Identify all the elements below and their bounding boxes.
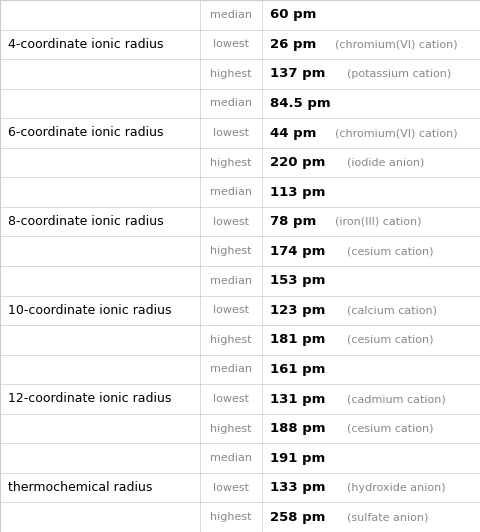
- Text: 26 pm: 26 pm: [270, 38, 316, 51]
- Text: 220 pm: 220 pm: [270, 156, 325, 169]
- Text: 153 pm: 153 pm: [270, 275, 325, 287]
- Text: thermochemical radius: thermochemical radius: [8, 481, 152, 494]
- Text: 4-coordinate ionic radius: 4-coordinate ionic radius: [8, 38, 163, 51]
- Text: 113 pm: 113 pm: [270, 186, 325, 198]
- Text: (cadmium cation): (cadmium cation): [346, 394, 444, 404]
- Text: median: median: [209, 10, 252, 20]
- Text: lowest: lowest: [213, 217, 248, 227]
- Text: (calcium cation): (calcium cation): [346, 305, 436, 315]
- Text: 181 pm: 181 pm: [270, 334, 325, 346]
- Text: 10-coordinate ionic radius: 10-coordinate ionic radius: [8, 304, 171, 317]
- Text: 12-coordinate ionic radius: 12-coordinate ionic radius: [8, 393, 171, 405]
- Text: highest: highest: [210, 246, 251, 256]
- Text: median: median: [209, 187, 252, 197]
- Text: highest: highest: [210, 335, 251, 345]
- Text: lowest: lowest: [213, 483, 248, 493]
- Text: 123 pm: 123 pm: [270, 304, 325, 317]
- Text: 174 pm: 174 pm: [270, 245, 325, 257]
- Text: (cesium cation): (cesium cation): [346, 423, 432, 434]
- Text: median: median: [209, 364, 252, 375]
- Text: (sulfate anion): (sulfate anion): [346, 512, 427, 522]
- Text: highest: highest: [210, 423, 251, 434]
- Text: 188 pm: 188 pm: [270, 422, 325, 435]
- Text: 131 pm: 131 pm: [270, 393, 325, 405]
- Text: median: median: [209, 453, 252, 463]
- Text: 258 pm: 258 pm: [270, 511, 325, 523]
- Text: 44 pm: 44 pm: [270, 127, 316, 139]
- Text: median: median: [209, 98, 252, 109]
- Text: highest: highest: [210, 69, 251, 79]
- Text: lowest: lowest: [213, 394, 248, 404]
- Text: 8-coordinate ionic radius: 8-coordinate ionic radius: [8, 215, 163, 228]
- Text: (hydroxide anion): (hydroxide anion): [346, 483, 444, 493]
- Text: (iron(III) cation): (iron(III) cation): [334, 217, 420, 227]
- Text: (chromium(VI) cation): (chromium(VI) cation): [334, 39, 456, 49]
- Text: lowest: lowest: [213, 128, 248, 138]
- Text: (iodide anion): (iodide anion): [346, 157, 423, 168]
- Text: (potassium cation): (potassium cation): [346, 69, 450, 79]
- Text: (cesium cation): (cesium cation): [346, 335, 432, 345]
- Text: 78 pm: 78 pm: [270, 215, 316, 228]
- Text: 137 pm: 137 pm: [270, 68, 325, 80]
- Text: 60 pm: 60 pm: [270, 9, 316, 21]
- Text: 84.5 pm: 84.5 pm: [270, 97, 330, 110]
- Text: median: median: [209, 276, 252, 286]
- Text: highest: highest: [210, 157, 251, 168]
- Text: 133 pm: 133 pm: [270, 481, 325, 494]
- Text: (chromium(VI) cation): (chromium(VI) cation): [334, 128, 456, 138]
- Text: 161 pm: 161 pm: [270, 363, 325, 376]
- Text: lowest: lowest: [213, 39, 248, 49]
- Text: (cesium cation): (cesium cation): [346, 246, 432, 256]
- Text: 6-coordinate ionic radius: 6-coordinate ionic radius: [8, 127, 163, 139]
- Text: lowest: lowest: [213, 305, 248, 315]
- Text: 191 pm: 191 pm: [270, 452, 324, 464]
- Text: highest: highest: [210, 512, 251, 522]
